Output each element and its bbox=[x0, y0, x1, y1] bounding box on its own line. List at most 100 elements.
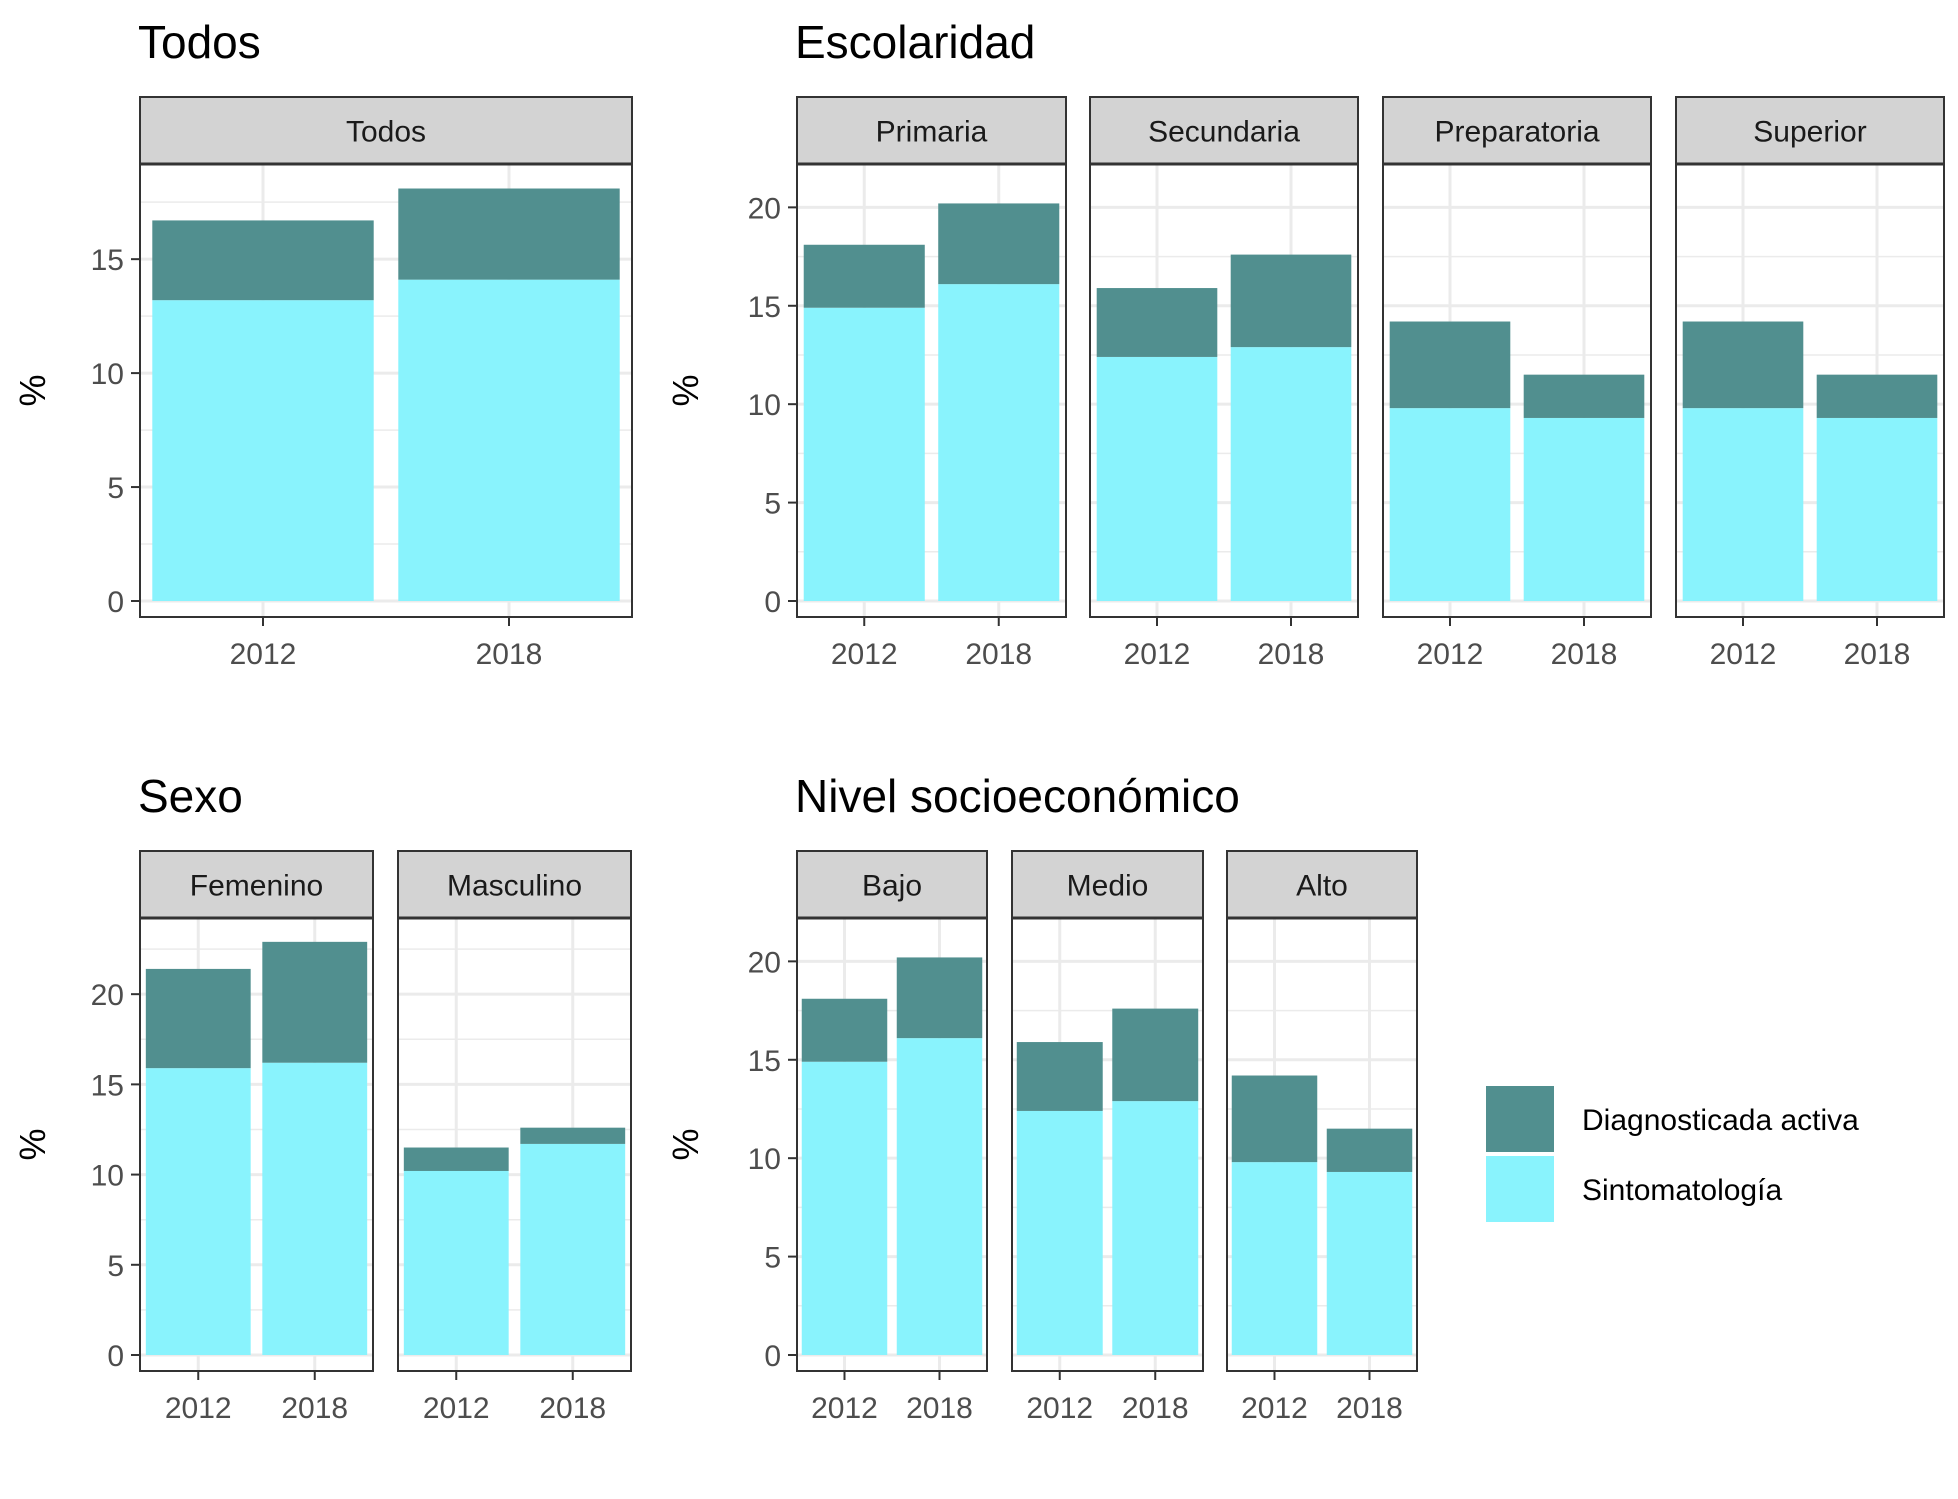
facet-strip bbox=[139, 850, 374, 919]
y-tick-label: 15 bbox=[91, 244, 124, 277]
y-tick-label: 5 bbox=[764, 1242, 781, 1275]
chart-group-0: Todos% 0 5 10 15 Todos 2012 2018 bbox=[12, 16, 633, 671]
y-tick-label: 20 bbox=[748, 946, 781, 979]
facet-panel-medio: Medio 2012 2018 bbox=[1011, 850, 1204, 1425]
bar-diagnosticada-activa-2018 bbox=[398, 188, 620, 280]
bar-diagnosticada-activa-2012 bbox=[152, 220, 374, 301]
x-tick-label: 2012 bbox=[1241, 1392, 1308, 1425]
x-tick-label: 2018 bbox=[1258, 638, 1325, 671]
bar-sintomatologia-2012 bbox=[1682, 408, 1804, 601]
facet-strip-label: Bajo bbox=[862, 870, 922, 903]
y-tick-label: 0 bbox=[764, 1340, 781, 1373]
bar-diagnosticada-activa-2018 bbox=[520, 1127, 626, 1144]
y-axis-title: % bbox=[665, 374, 706, 406]
facet-strip bbox=[1226, 850, 1418, 919]
y-tick-label: 0 bbox=[107, 586, 124, 619]
facet-strip-label: Medio bbox=[1067, 870, 1149, 903]
facet-strip-label: Primaria bbox=[876, 116, 988, 149]
x-tick-label: 2012 bbox=[165, 1392, 232, 1425]
y-tick-label: 15 bbox=[91, 1069, 124, 1102]
y-axis-title: % bbox=[665, 1128, 706, 1160]
y-tick-label: 15 bbox=[748, 1045, 781, 1078]
facet-panel-todos: Todos 2012 2018 bbox=[139, 96, 633, 671]
bar-diagnosticada-activa-2012 bbox=[1096, 288, 1218, 357]
facet-panel-masculino: Masculino 2012 2018 bbox=[397, 850, 632, 1425]
x-tick-label: 2012 bbox=[423, 1392, 490, 1425]
chart-title: Sexo bbox=[138, 770, 243, 822]
legend-label-1: Sintomatología bbox=[1582, 1174, 1782, 1207]
bar-sintomatologia-2018 bbox=[262, 1062, 368, 1355]
bar-sintomatologia-2018 bbox=[398, 279, 620, 601]
facet-strip-label: Femenino bbox=[190, 870, 323, 903]
bar-diagnosticada-activa-2018 bbox=[896, 957, 983, 1039]
bar-sintomatologia-2012 bbox=[152, 300, 374, 601]
legend-label-0: Diagnosticada activa bbox=[1582, 1104, 1859, 1137]
bar-diagnosticada-activa-2012 bbox=[403, 1147, 509, 1171]
x-tick-label: 2018 bbox=[476, 638, 543, 671]
facet-panel-bajo: Bajo 2012 2018 bbox=[796, 850, 988, 1425]
bar-sintomatologia-2018 bbox=[1326, 1171, 1413, 1355]
bar-sintomatologia-2012 bbox=[1016, 1110, 1103, 1355]
bar-sintomatologia-2018 bbox=[520, 1143, 626, 1355]
legend-key-1 bbox=[1486, 1156, 1554, 1222]
facet-strip-label: Alto bbox=[1296, 870, 1348, 903]
x-tick-label: 2018 bbox=[1844, 638, 1911, 671]
bar-diagnosticada-activa-2018 bbox=[1230, 254, 1352, 348]
facet-strip bbox=[139, 96, 633, 165]
bar-diagnosticada-activa-2018 bbox=[938, 203, 1060, 285]
y-tick-label: 10 bbox=[748, 389, 781, 422]
chart-title: Todos bbox=[138, 16, 261, 68]
facet-panel-alto: Alto 2012 2018 bbox=[1226, 850, 1418, 1425]
y-axis-title: % bbox=[12, 1128, 53, 1160]
bar-sintomatologia-2018 bbox=[1230, 347, 1352, 601]
facet-panel-femenino: Femenino 2012 2018 bbox=[139, 850, 374, 1425]
bar-diagnosticada-activa-2012 bbox=[801, 998, 888, 1062]
bar-diagnosticada-activa-2012 bbox=[1682, 321, 1804, 409]
x-tick-label: 2018 bbox=[539, 1392, 606, 1425]
bar-sintomatologia-2012 bbox=[403, 1170, 509, 1355]
x-tick-label: 2018 bbox=[1551, 638, 1618, 671]
bar-diagnosticada-activa-2018 bbox=[1112, 1008, 1199, 1102]
facet-strip-label: Preparatoria bbox=[1434, 116, 1599, 149]
facet-strip bbox=[796, 96, 1067, 165]
bar-diagnosticada-activa-2018 bbox=[1326, 1128, 1413, 1172]
x-tick-label: 2012 bbox=[230, 638, 297, 671]
bar-sintomatologia-2012 bbox=[145, 1068, 251, 1355]
x-tick-label: 2012 bbox=[811, 1392, 878, 1425]
x-tick-label: 2012 bbox=[1026, 1392, 1093, 1425]
x-tick-label: 2018 bbox=[281, 1392, 348, 1425]
x-tick-label: 2012 bbox=[1710, 638, 1777, 671]
facet-panel-superior: Superior 2012 2018 bbox=[1675, 96, 1945, 671]
x-tick-label: 2018 bbox=[965, 638, 1032, 671]
facet-strip bbox=[796, 850, 988, 919]
facet-panel-preparatoria: Preparatoria 2012 2018 bbox=[1382, 96, 1652, 671]
y-tick-label: 5 bbox=[107, 1250, 124, 1283]
legend-key-0 bbox=[1486, 1086, 1554, 1152]
bar-sintomatologia-2018 bbox=[1816, 417, 1938, 601]
bar-sintomatologia-2012 bbox=[1231, 1162, 1318, 1355]
facet-panel-primaria: Primaria 2012 2018 bbox=[796, 96, 1067, 671]
chart-group-2: Sexo% 0 5 10 15 20 Femenino 2012 2018 Masculino 20… bbox=[12, 770, 632, 1425]
facet-strip bbox=[397, 850, 632, 919]
bar-sintomatologia-2018 bbox=[1112, 1101, 1199, 1355]
facet-panel-secundaria: Secundaria 2012 2018 bbox=[1089, 96, 1359, 671]
y-tick-label: 0 bbox=[764, 586, 781, 619]
chart-title: Nivel socioeconómico bbox=[795, 770, 1240, 822]
bar-diagnosticada-activa-2012 bbox=[803, 244, 925, 308]
x-tick-label: 2012 bbox=[831, 638, 898, 671]
y-tick-label: 5 bbox=[107, 472, 124, 505]
y-tick-label: 0 bbox=[107, 1340, 124, 1373]
y-tick-label: 15 bbox=[748, 291, 781, 324]
y-tick-label: 5 bbox=[764, 488, 781, 521]
y-tick-label: 20 bbox=[91, 979, 124, 1012]
facet-strip-label: Superior bbox=[1753, 116, 1866, 149]
chart-group-3: Nivel socioeconómico% 0 5 10 15 20 Bajo 2012 201… bbox=[665, 770, 1418, 1425]
y-tick-label: 10 bbox=[91, 358, 124, 391]
legend: Diagnosticada activa Sintomatología bbox=[1486, 1086, 1859, 1222]
facet-strip bbox=[1382, 96, 1652, 165]
bar-sintomatologia-2018 bbox=[896, 1038, 983, 1355]
bar-sintomatologia-2012 bbox=[1096, 356, 1218, 601]
bar-sintomatologia-2012 bbox=[803, 307, 925, 601]
y-axis-title: % bbox=[12, 374, 53, 406]
